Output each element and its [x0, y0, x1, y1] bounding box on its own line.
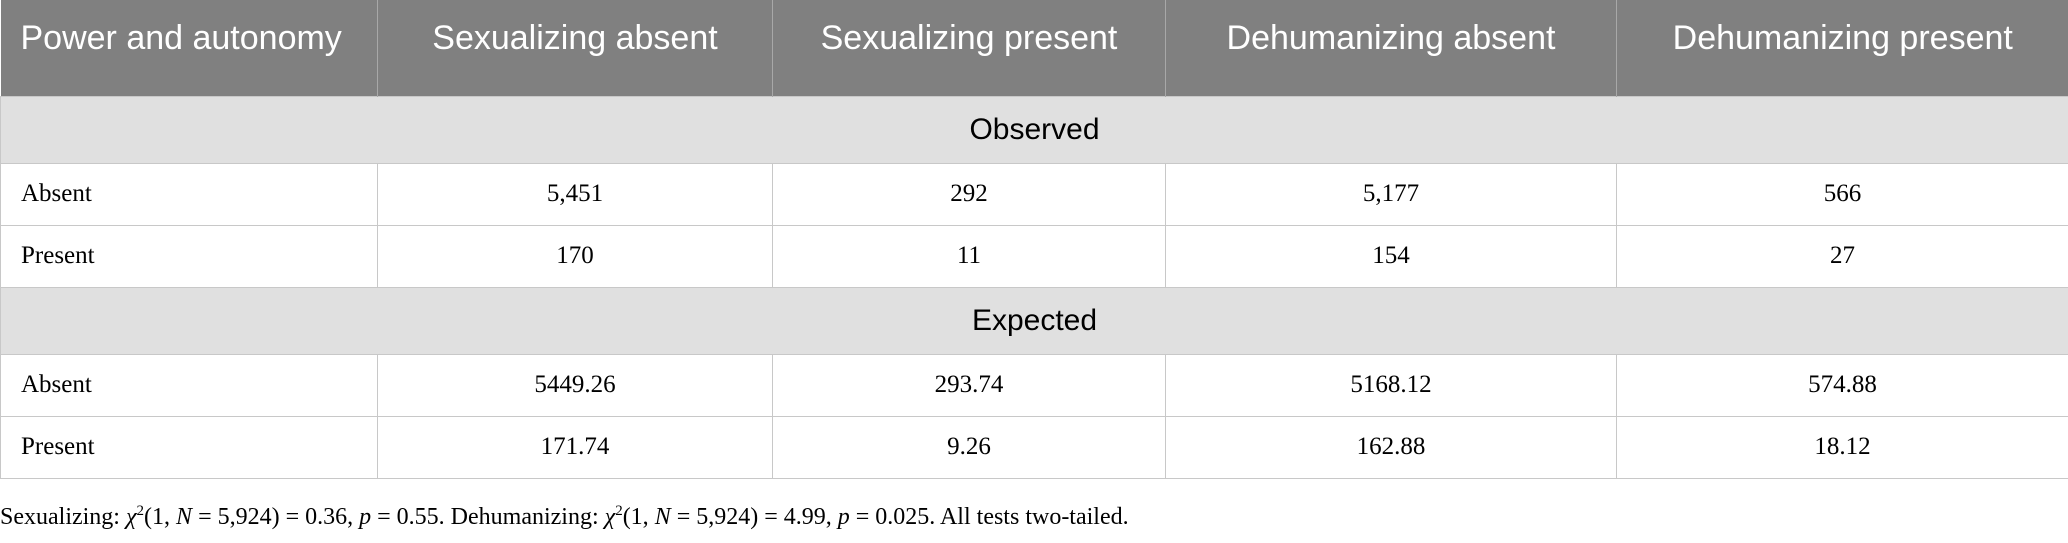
- cell: 9.26: [772, 415, 1166, 479]
- footnote-text: 2: [615, 503, 623, 519]
- cell: 574.88: [1616, 353, 2068, 417]
- footnote-text: N: [176, 504, 193, 530]
- table-body: Observed Absent 5,451 292 5,177 566 Present 170…: [0, 95, 2068, 479]
- footnote-text: = 5,924) = 4.99,: [670, 504, 838, 530]
- footnote-text: χ: [604, 504, 616, 530]
- footnote: Sexualizing: χ2(1, N = 5,924) = 0.36, p …: [0, 504, 1129, 531]
- cell: 154: [1165, 224, 1617, 288]
- footnote-text: p: [837, 504, 850, 530]
- footnote-text: (1,: [622, 504, 655, 530]
- footnote-text: = 5,924) = 0.36,: [192, 504, 360, 530]
- section-label: Expected: [0, 286, 2068, 355]
- row-label: Present: [0, 415, 378, 479]
- row-label: Absent: [0, 353, 378, 417]
- cell: 5168.12: [1165, 353, 1617, 417]
- data-table: Power and autonomy Sexualizing absent Sexu…: [0, 0, 2068, 479]
- cell: 171.74: [377, 415, 773, 479]
- row-label: Absent: [0, 162, 378, 226]
- footnote-text: = 0.025. All tests two-tailed.: [849, 504, 1129, 530]
- cell: 566: [1616, 162, 2068, 226]
- footnote-text: = 0.55. Dehumanizing:: [371, 504, 605, 530]
- row-label: Present: [0, 224, 378, 288]
- header-cell: Sexualizing present: [772, 0, 1166, 96]
- cell: 293.74: [772, 353, 1166, 417]
- footnote-text: (1,: [144, 504, 177, 530]
- header-row: Power and autonomy Sexualizing absent Sexu…: [0, 0, 2068, 96]
- section-row: Expected: [0, 286, 2068, 355]
- cell: 11: [772, 224, 1166, 288]
- cell: 292: [772, 162, 1166, 226]
- footnote-text: p: [359, 504, 372, 530]
- cell: 5,451: [377, 162, 773, 226]
- footnote-text: N: [654, 504, 671, 530]
- footnote-text: χ: [125, 504, 137, 530]
- cell: 27: [1616, 224, 2068, 288]
- section-label: Observed: [0, 95, 2068, 164]
- cell: 18.12: [1616, 415, 2068, 479]
- data-row: Absent 5449.26 293.74 5168.12 574.88: [0, 353, 2068, 417]
- cell: 170: [377, 224, 773, 288]
- header-cell: Power and autonomy: [0, 0, 378, 96]
- data-row: Present 171.74 9.26 162.88 18.12: [0, 415, 2068, 479]
- footnote-text: 2: [136, 503, 145, 519]
- data-row: Absent 5,451 292 5,177 566: [0, 162, 2068, 226]
- header-cell: Dehumanizing absent: [1165, 0, 1617, 96]
- cell: 5449.26: [377, 353, 773, 417]
- cell: 5,177: [1165, 162, 1617, 226]
- header-cell: Sexualizing absent: [377, 0, 773, 96]
- cell: 162.88: [1165, 415, 1617, 479]
- footnote-text: Sexualizing:: [0, 504, 126, 530]
- data-row: Present 170 11 154 27: [0, 224, 2068, 288]
- section-row: Observed: [0, 95, 2068, 164]
- header-cell: Dehumanizing present: [1616, 0, 2068, 96]
